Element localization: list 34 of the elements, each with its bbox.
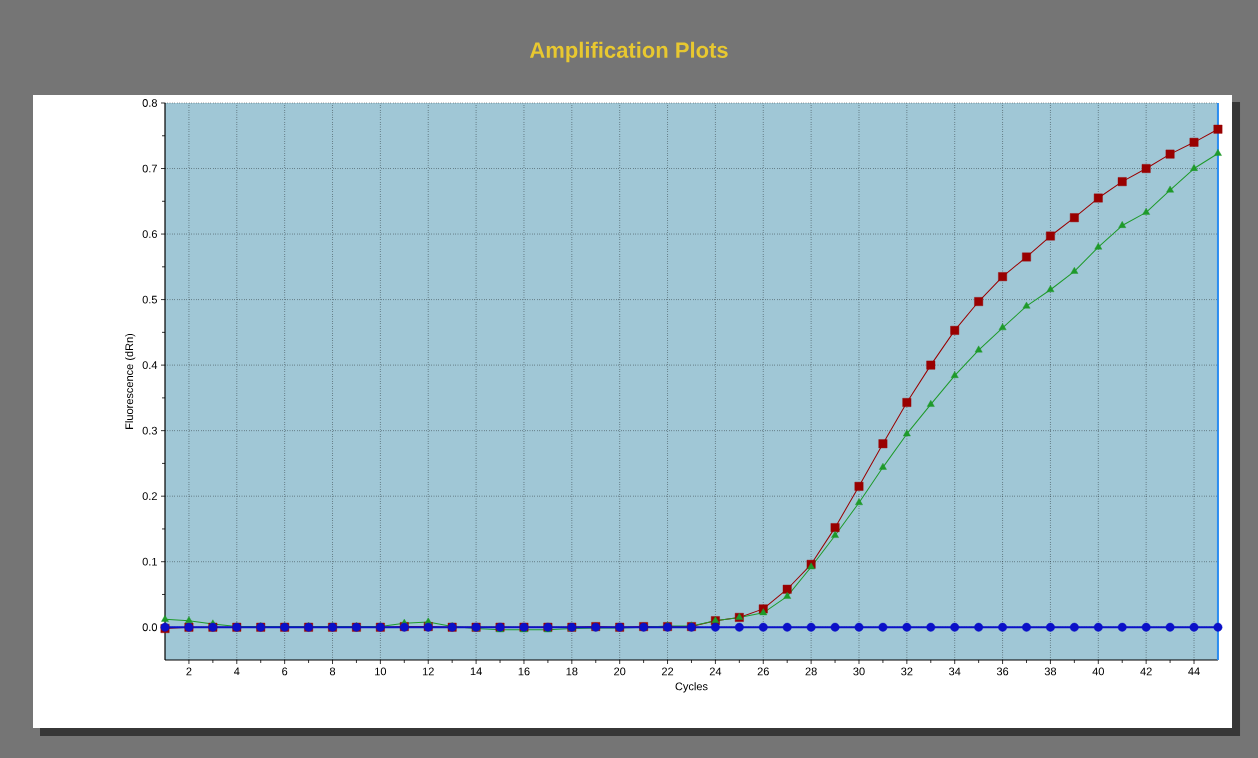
y-tick-label: 0.8: [142, 99, 157, 107]
y-axis-title: Fluorescence (dRn): [125, 333, 136, 429]
x-tick-label: 44: [1188, 667, 1200, 676]
x-tick-label: 18: [566, 667, 578, 676]
x-tick-label: 24: [709, 667, 722, 676]
y-tick-label: 0.3: [142, 426, 157, 435]
x-tick-label: 6: [282, 667, 288, 676]
chart-title: Amplification Plots: [529, 41, 728, 63]
x-tick-label: 12: [422, 667, 434, 676]
x-tick-label: 10: [375, 667, 387, 676]
y-tick-label: 0.1: [142, 557, 157, 566]
x-tick-label: 36: [996, 667, 1009, 676]
x-tick-label: 22: [661, 667, 674, 676]
x-tick-label: 16: [518, 667, 530, 676]
y-tick-label: 0.7: [142, 164, 157, 173]
x-tick-label: 20: [614, 667, 626, 676]
x-tick-label: 40: [1092, 667, 1104, 676]
x-tick-label: 42: [1140, 667, 1152, 676]
y-tick-label: 0.4: [142, 361, 158, 370]
x-tick-label: 38: [1044, 667, 1057, 676]
x-tick-label: 28: [805, 667, 817, 676]
x-tick-label: 8: [329, 667, 336, 676]
x-tick-label: 14: [470, 667, 482, 676]
x-tick-label: 2: [186, 667, 192, 676]
x-tick-label: 34: [949, 667, 961, 676]
y-tick-label: 0.5: [142, 295, 157, 304]
x-tick-label: 4: [233, 667, 240, 676]
x-tick-label: 32: [901, 667, 913, 676]
x-tick-label: 30: [853, 667, 865, 676]
x-axis-title: Cycles: [675, 682, 708, 693]
y-tick-label: 0.6: [142, 230, 157, 238]
y-tick-label: 0.0: [142, 623, 158, 632]
x-tick-label: 26: [757, 667, 769, 676]
y-tick-label: 0.2: [142, 492, 157, 501]
